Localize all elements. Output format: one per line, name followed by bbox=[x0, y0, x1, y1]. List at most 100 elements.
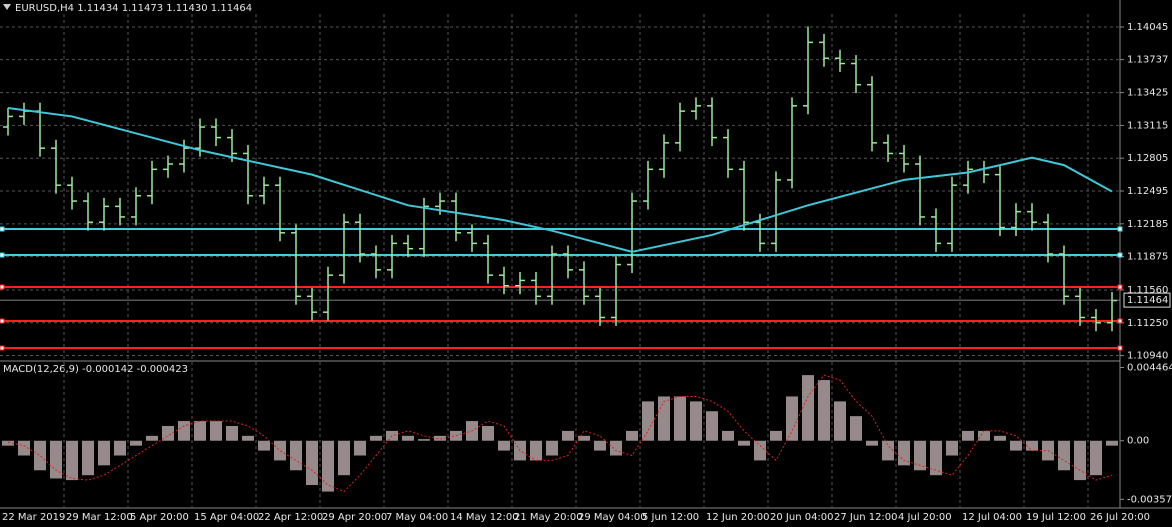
level-handle bbox=[0, 345, 5, 351]
macd-bar bbox=[642, 401, 654, 441]
macd-bar bbox=[2, 440, 14, 446]
level-handle bbox=[0, 284, 5, 290]
x-tick-label: 15 Apr 04:00 bbox=[194, 512, 259, 523]
macd-bar bbox=[34, 440, 46, 471]
macd-bar bbox=[1090, 440, 1102, 476]
macd-bar bbox=[130, 440, 142, 446]
signal-line bbox=[7, 374, 1113, 493]
y-tick-label: 1.11560 bbox=[1127, 285, 1168, 296]
x-tick-label: 27 Jun 12:00 bbox=[834, 512, 898, 523]
x-tick-label: 29 Apr 20:00 bbox=[322, 512, 387, 523]
macd-bar bbox=[306, 440, 318, 486]
y-tick-label: 1.13425 bbox=[1127, 88, 1168, 99]
macd-bar bbox=[962, 430, 974, 441]
x-tick-label: 12 Jun 20:00 bbox=[706, 512, 770, 523]
macd-bar bbox=[66, 440, 78, 481]
y-tick-label: 1.12495 bbox=[1127, 186, 1168, 197]
macd-bar bbox=[530, 440, 542, 461]
macd-bar bbox=[866, 440, 878, 446]
macd-bar bbox=[786, 396, 798, 441]
level-handle bbox=[1117, 252, 1123, 258]
y-tick-label: 1.13115 bbox=[1127, 120, 1168, 131]
x-tick-label: 20 Jun 04:00 bbox=[770, 512, 834, 523]
current-price-label: 1.11464 bbox=[1127, 295, 1168, 306]
macd-bar bbox=[178, 421, 190, 441]
x-tick-label: 19 Jul 12:00 bbox=[1026, 512, 1086, 523]
macd-bar bbox=[994, 435, 1006, 441]
current-price-box bbox=[1123, 292, 1171, 308]
macd-bar bbox=[82, 440, 94, 476]
y-tick-label: 0.004464 bbox=[1127, 363, 1172, 374]
macd-bar bbox=[402, 435, 414, 441]
macd-bar bbox=[738, 440, 750, 446]
macd-bar bbox=[274, 440, 286, 461]
x-tick-label: 29 May 04:00 bbox=[578, 512, 647, 523]
macd-bar bbox=[946, 440, 958, 456]
macd-bar bbox=[226, 425, 238, 441]
macd-bar bbox=[658, 396, 670, 441]
y-tick-label: 0.00 bbox=[1127, 436, 1149, 447]
macd-bar bbox=[722, 430, 734, 441]
x-tick-label: 12 Jul 04:00 bbox=[962, 512, 1022, 523]
level-handle bbox=[1117, 284, 1123, 290]
macd-bar bbox=[818, 380, 830, 441]
chart-title: EURUSD,H4 1.11434 1.11473 1.11430 1.1146… bbox=[15, 3, 252, 14]
macd-bar bbox=[1058, 440, 1070, 471]
level-handle bbox=[0, 252, 5, 258]
x-tick-label: 5 Jun 12:00 bbox=[642, 512, 699, 523]
macd-bar bbox=[258, 440, 270, 451]
macd-bar bbox=[482, 425, 494, 441]
x-tick-label: 26 Jul 20:00 bbox=[1090, 512, 1150, 523]
macd-bar bbox=[594, 440, 606, 451]
macd-bar bbox=[882, 440, 894, 461]
macd-bar bbox=[114, 440, 126, 456]
macd-bar bbox=[162, 425, 174, 441]
y-tick-label: 1.12185 bbox=[1127, 219, 1168, 230]
macd-bar bbox=[914, 440, 926, 471]
macd-bar bbox=[802, 375, 814, 441]
macd-bar bbox=[322, 440, 334, 492]
macd-bar bbox=[898, 440, 910, 466]
macd-bar bbox=[194, 421, 206, 441]
y-tick-label: 1.14045 bbox=[1127, 22, 1168, 33]
macd-bar bbox=[242, 435, 254, 441]
y-tick-label: 1.10940 bbox=[1127, 351, 1168, 362]
macd-bar bbox=[1106, 440, 1118, 446]
macd-bar bbox=[850, 416, 862, 441]
x-tick-label: 4 Jul 20:00 bbox=[898, 512, 952, 523]
macd-bar bbox=[546, 440, 558, 456]
macd-bar bbox=[50, 440, 62, 479]
macd-bar bbox=[210, 421, 222, 441]
macd-bar bbox=[146, 435, 158, 441]
macd-bar bbox=[578, 435, 590, 441]
x-tick-label: 29 Mar 12:00 bbox=[66, 512, 133, 523]
x-tick-label: 22 Apr 12:00 bbox=[258, 512, 323, 523]
menu-icon[interactable] bbox=[3, 4, 11, 10]
macd-bar bbox=[1026, 440, 1038, 451]
macd-bar bbox=[562, 430, 574, 441]
macd-bar bbox=[18, 440, 30, 456]
macd-bar bbox=[834, 401, 846, 441]
level-handle bbox=[1117, 318, 1123, 324]
macd-bar bbox=[418, 439, 430, 441]
x-tick-label: 22 Mar 2019 bbox=[2, 512, 65, 523]
level-handle bbox=[0, 226, 5, 232]
x-tick-label: 5 Apr 20:00 bbox=[130, 512, 189, 523]
x-tick-label: 21 May 20:00 bbox=[514, 512, 583, 523]
macd-bar bbox=[434, 435, 446, 441]
macd-bar bbox=[690, 401, 702, 441]
macd-bar bbox=[754, 440, 766, 461]
macd-bar bbox=[978, 430, 990, 441]
level-handle bbox=[1117, 345, 1123, 351]
level-handle bbox=[1117, 226, 1123, 232]
macd-bar bbox=[770, 430, 782, 441]
macd-bar bbox=[290, 440, 302, 471]
macd-bar bbox=[98, 440, 110, 466]
macd-bar bbox=[1074, 440, 1086, 481]
level-handle bbox=[0, 318, 5, 324]
macd-bar bbox=[370, 435, 382, 441]
macd-bar bbox=[498, 440, 510, 451]
macd-bar bbox=[354, 440, 366, 456]
y-tick-label: 1.11250 bbox=[1127, 318, 1168, 329]
